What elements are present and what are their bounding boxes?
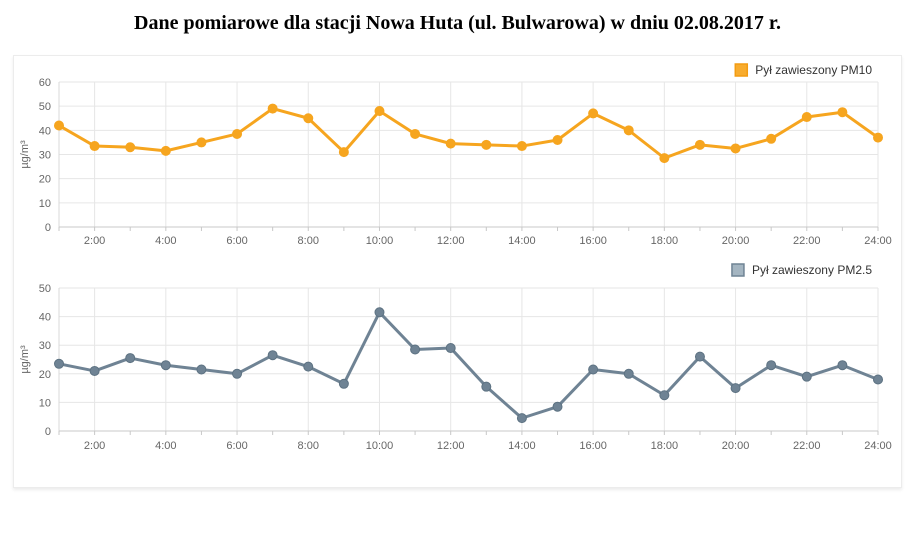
svg-text:18:00: 18:00: [651, 440, 679, 452]
legend-item[interactable]: Pył zawieszony PM10: [734, 63, 872, 77]
svg-text:2:00: 2:00: [84, 235, 105, 247]
svg-text:12:00: 12:00: [437, 235, 465, 247]
series-line: [57, 107, 880, 160]
svg-text:50: 50: [39, 283, 51, 295]
y-axis-title: µg/m³: [19, 345, 31, 374]
svg-text:10:00: 10:00: [366, 440, 394, 452]
svg-text:30: 30: [39, 340, 51, 352]
svg-text:4:00: 4:00: [155, 440, 176, 452]
x-axis-ticks: [58, 431, 879, 435]
x-axis-ticks: [58, 227, 879, 231]
svg-text:20: 20: [39, 369, 51, 381]
grid-lines: [58, 81, 879, 228]
legend-swatch-icon[interactable]: [734, 63, 749, 77]
svg-text:14:00: 14:00: [508, 235, 536, 247]
svg-text:20:00: 20:00: [722, 235, 750, 247]
svg-text:60: 60: [39, 77, 51, 89]
data-points: [54, 307, 883, 424]
svg-text:40: 40: [39, 312, 51, 324]
svg-text:16:00: 16:00: [579, 235, 607, 247]
svg-text:8:00: 8:00: [298, 440, 319, 452]
svg-text:0: 0: [45, 222, 51, 234]
legend-item[interactable]: Pył zawieszony PM2.5: [731, 263, 872, 277]
pm10-chart: 0 10 20 30 40 50 60 2:00 4:00 6:00 8:00 10:00 12:00 1…: [19, 63, 892, 247]
y-axis-title: µg/m³: [19, 140, 31, 169]
data-points: [54, 103, 883, 164]
svg-text:10: 10: [39, 198, 51, 210]
series-line: [57, 310, 880, 420]
svg-text:6:00: 6:00: [226, 440, 247, 452]
svg-text:24:00: 24:00: [864, 440, 892, 452]
svg-text:10: 10: [39, 397, 51, 409]
legend-swatch-icon[interactable]: [731, 263, 745, 277]
charts-panel: 0 10 20 30 40 50 60 2:00 4:00 6:00 8:00 10:00 12:00 1…: [13, 55, 902, 488]
svg-text:50: 50: [39, 101, 51, 113]
y-axis-labels: 0 10 20 30 40 50: [39, 283, 51, 438]
svg-text:20: 20: [39, 174, 51, 186]
svg-text:0: 0: [45, 426, 51, 438]
svg-text:22:00: 22:00: [793, 440, 821, 452]
grid-lines: [58, 287, 879, 432]
pm25-chart: 0 10 20 30 40 50 2:00 4:00 6:00 8:00 10:00 12:00 14:…: [19, 263, 892, 452]
svg-text:10:00: 10:00: [366, 235, 394, 247]
legend-label[interactable]: Pył zawieszony PM2.5: [752, 263, 872, 277]
svg-text:20:00: 20:00: [722, 440, 750, 452]
x-axis-labels: 2:00 4:00 6:00 8:00 10:00 12:00 14:00 16:00 18:0…: [84, 235, 892, 247]
y-axis-labels: 0 10 20 30 40 50 60: [39, 77, 51, 234]
svg-text:22:00: 22:00: [793, 235, 821, 247]
x-axis-labels: 2:00 4:00 6:00 8:00 10:00 12:00 14:00 16:00 18:0…: [84, 440, 892, 452]
svg-text:14:00: 14:00: [508, 440, 536, 452]
svg-text:24:00: 24:00: [864, 235, 892, 247]
legend-label[interactable]: Pył zawieszony PM10: [755, 63, 872, 77]
svg-text:12:00: 12:00: [437, 440, 465, 452]
svg-text:18:00: 18:00: [651, 235, 679, 247]
svg-text:40: 40: [39, 125, 51, 137]
svg-text:30: 30: [39, 150, 51, 162]
svg-text:8:00: 8:00: [298, 235, 319, 247]
svg-text:16:00: 16:00: [579, 440, 607, 452]
page-title: Dane pomiarowe dla stacji Nowa Huta (ul.…: [134, 12, 781, 34]
svg-text:6:00: 6:00: [226, 235, 247, 247]
svg-text:4:00: 4:00: [155, 235, 176, 247]
svg-text:2:00: 2:00: [84, 440, 105, 452]
